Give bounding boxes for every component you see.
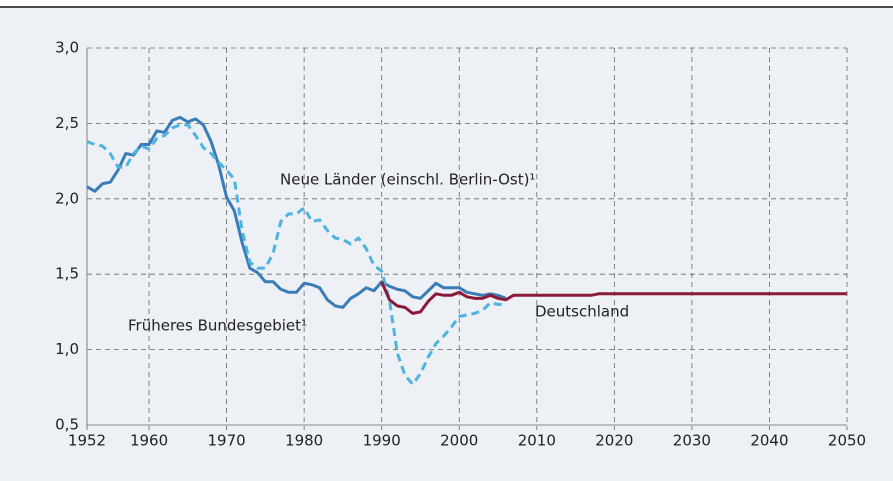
x-tick-label: 1990 [363,432,401,450]
series-label: Neue Länder (einschl. Berlin-Ost)¹ [280,171,535,189]
chart-background [0,8,893,481]
series-line [380,281,847,315]
x-tick-label: 2040 [750,432,788,450]
x-tick-label: 2030 [673,432,711,450]
x-tick-label: 2000 [440,432,478,450]
x-tick-label: 1960 [130,432,168,450]
y-tick-label: 2,0 [55,189,79,207]
x-tick-label: 1952 [68,432,106,450]
y-tick-label: 1,5 [55,265,79,283]
x-tick-label: 2010 [518,432,556,450]
y-tick-label: 2,5 [55,114,79,132]
y-tick-label: 3,0 [55,39,79,57]
series-label: Früheres Bundesgebiet¹ [128,317,307,335]
y-tick-label: 0,5 [55,416,79,434]
series-line [86,115,507,309]
x-tick-label: 1980 [285,432,323,450]
series-line [86,123,506,386]
y-tick-label: 1,0 [55,340,79,358]
series-label: Deutschland [535,303,629,321]
x-tick-label: 2020 [595,432,633,450]
x-tick-label: 1970 [207,432,245,450]
x-tick-label: 2050 [828,432,866,450]
